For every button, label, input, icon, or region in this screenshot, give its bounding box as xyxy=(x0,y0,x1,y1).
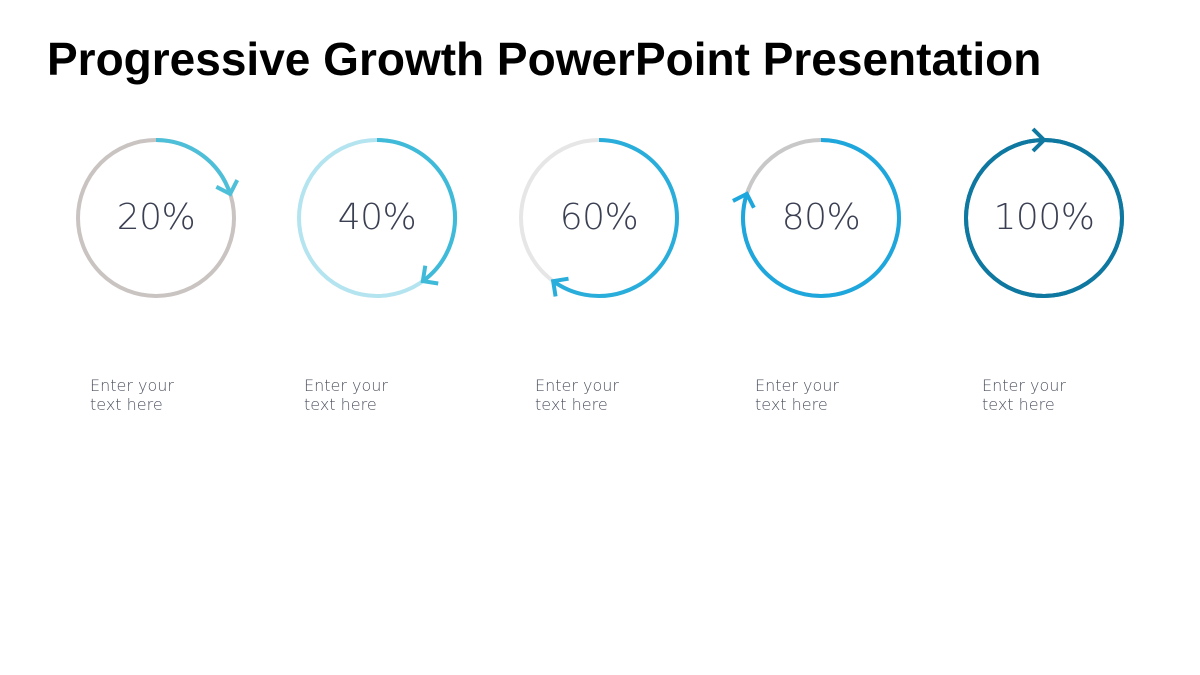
progress-arc xyxy=(551,138,679,298)
percent-label: 100% xyxy=(993,197,1095,238)
percent-label: 40% xyxy=(337,197,417,238)
percent-label: 20% xyxy=(116,197,196,238)
caption-1: Enter your text here xyxy=(90,376,210,414)
caption-line: text here xyxy=(304,395,377,414)
caption-line: text here xyxy=(90,395,163,414)
caption-5: Enter your text here xyxy=(982,376,1102,414)
progress-ring-graphic xyxy=(964,127,1124,298)
slide-title: Progressive Growth PowerPoint Presentati… xyxy=(47,33,1042,85)
caption-line: Enter your xyxy=(982,376,1067,395)
caption-line: Enter your xyxy=(90,376,175,395)
caption-line: text here xyxy=(535,395,608,414)
arrowhead-icon xyxy=(732,191,756,209)
progress-ring-1: 20% xyxy=(56,118,256,318)
caption-line: Enter your xyxy=(535,376,620,395)
progress-ring-3: 60% xyxy=(499,118,699,318)
progress-ring-graphic xyxy=(297,138,457,298)
arrowhead-icon xyxy=(420,265,439,286)
caption-line: Enter your xyxy=(304,376,389,395)
progress-ring-graphic xyxy=(519,138,679,298)
caption-3: Enter your text here xyxy=(535,376,655,414)
caption-line: Enter your xyxy=(755,376,840,395)
progress-arc xyxy=(155,138,233,195)
arrowhead-icon xyxy=(1031,127,1047,153)
progress-arc xyxy=(741,138,901,298)
caption-4: Enter your text here xyxy=(755,376,875,414)
progress-ring-5: 100% xyxy=(944,118,1144,318)
progress-ring-graphic xyxy=(76,138,240,298)
progress-arc xyxy=(376,138,457,283)
progress-ring-graphic xyxy=(732,138,901,298)
caption-line: text here xyxy=(755,395,828,414)
caption-line: text here xyxy=(982,395,1055,414)
arrowhead-icon xyxy=(550,276,569,297)
caption-2: Enter your text here xyxy=(304,376,424,414)
percent-label: 60% xyxy=(559,197,639,238)
arrowhead-icon xyxy=(215,179,240,197)
percent-label: 80% xyxy=(781,197,861,238)
progress-ring-4: 80% xyxy=(721,118,921,318)
progress-ring-2: 40% xyxy=(277,118,477,318)
